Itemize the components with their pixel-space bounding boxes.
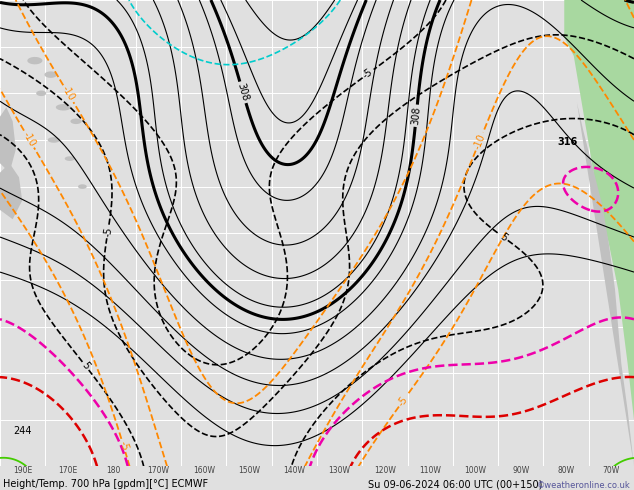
Text: 5: 5 — [80, 361, 91, 371]
Text: 5: 5 — [498, 231, 509, 243]
Text: 308: 308 — [236, 82, 250, 102]
Text: -5: -5 — [102, 226, 113, 237]
Text: -10: -10 — [60, 84, 77, 103]
Polygon shape — [44, 72, 57, 78]
Text: Height/Temp. 700 hPa [gpdm][°C] ECMWF: Height/Temp. 700 hPa [gpdm][°C] ECMWF — [3, 479, 209, 489]
Polygon shape — [56, 104, 71, 111]
Text: 130W: 130W — [328, 466, 351, 475]
Text: 150W: 150W — [238, 466, 260, 475]
Polygon shape — [78, 184, 87, 189]
Polygon shape — [0, 107, 16, 172]
Text: -5: -5 — [117, 440, 129, 452]
Text: -10: -10 — [472, 132, 487, 150]
Text: 180: 180 — [106, 466, 120, 475]
Text: 316: 316 — [557, 137, 578, 147]
Text: 100W: 100W — [465, 466, 486, 475]
Text: -10: -10 — [21, 130, 37, 148]
Text: 110W: 110W — [419, 466, 441, 475]
Text: 70W: 70W — [603, 466, 620, 475]
Text: ©weatheronline.co.uk: ©weatheronline.co.uk — [537, 481, 631, 490]
Text: 120W: 120W — [374, 466, 396, 475]
Text: 308: 308 — [410, 106, 422, 125]
Text: 170W: 170W — [148, 466, 169, 475]
Text: 190E: 190E — [13, 466, 32, 475]
Text: 244: 244 — [13, 426, 32, 437]
Text: 170E: 170E — [58, 466, 77, 475]
Polygon shape — [0, 163, 22, 219]
Text: Su 09-06-2024 06:00 UTC (00+150): Su 09-06-2024 06:00 UTC (00+150) — [368, 479, 542, 489]
Polygon shape — [27, 57, 42, 64]
Polygon shape — [577, 102, 634, 466]
Polygon shape — [70, 119, 82, 124]
Text: 140W: 140W — [283, 466, 306, 475]
Polygon shape — [48, 137, 60, 143]
Text: 90W: 90W — [512, 466, 529, 475]
Text: 80W: 80W — [557, 466, 574, 475]
Polygon shape — [65, 156, 75, 161]
Polygon shape — [564, 0, 634, 420]
Text: 160W: 160W — [193, 466, 215, 475]
Text: -5: -5 — [396, 394, 410, 408]
Text: -5: -5 — [361, 67, 375, 80]
Polygon shape — [36, 91, 46, 96]
